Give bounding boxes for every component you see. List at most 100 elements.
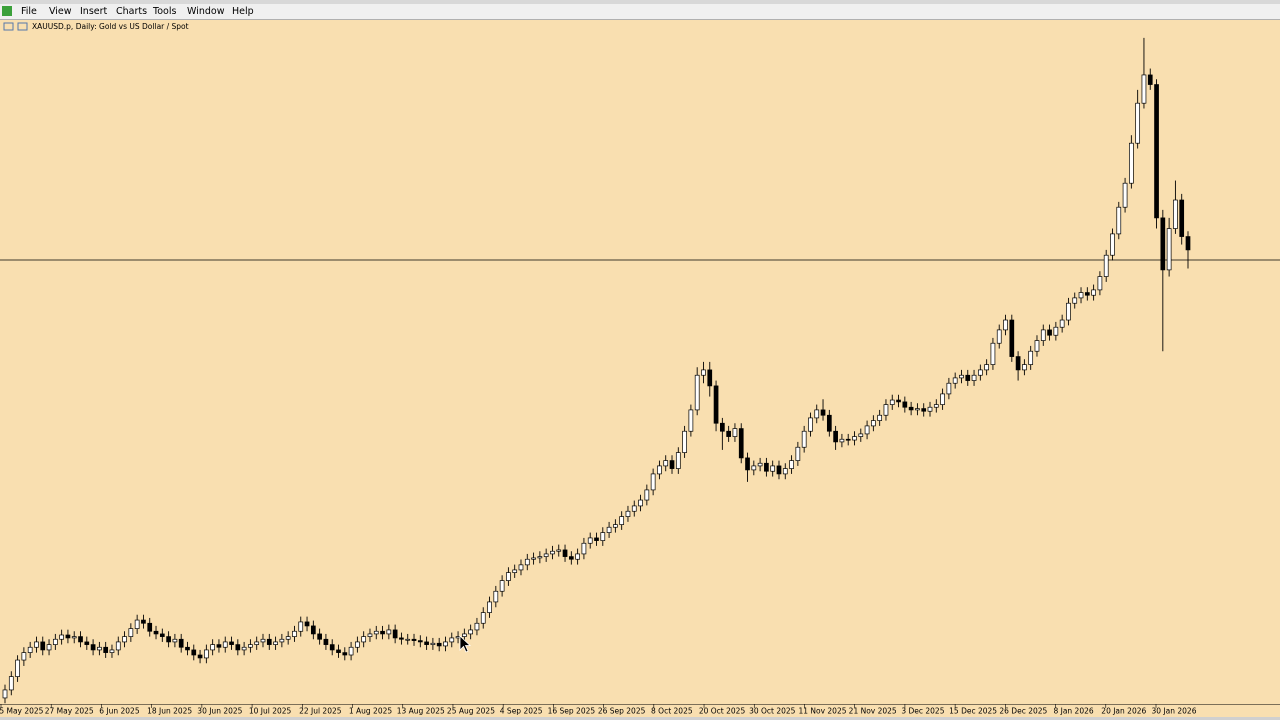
- candle-body: [990, 342, 996, 365]
- candle-body: [977, 369, 983, 376]
- candle-body: [329, 644, 335, 651]
- candle-body: [122, 636, 127, 643]
- candle-body: [430, 642, 436, 645]
- candle-body: [222, 641, 228, 648]
- candle-body: [134, 619, 140, 629]
- candle-body: [606, 526, 612, 533]
- candle-body: [424, 641, 429, 645]
- candle-body: [732, 428, 738, 437]
- candle-body: [241, 646, 247, 651]
- candle-body: [141, 619, 146, 624]
- candle-body: [1040, 329, 1046, 341]
- candle-body: [392, 629, 398, 639]
- menu-item[interactable]: Help: [232, 6, 254, 17]
- candle-body: [197, 654, 203, 659]
- candle-body: [682, 430, 687, 453]
- candle-body: [1129, 142, 1134, 184]
- candle-body: [1160, 217, 1166, 271]
- candle-body: [1034, 340, 1040, 352]
- candle-body: [663, 460, 669, 467]
- x-tick-label: 8 Jan 2026: [1053, 707, 1093, 716]
- menu-item[interactable]: File: [21, 6, 37, 17]
- x-tick-label: 22 Jul 2025: [299, 707, 342, 716]
- candle-body: [669, 460, 675, 469]
- candle-body: [417, 640, 423, 643]
- candle-body: [820, 409, 826, 416]
- candle-body: [399, 637, 404, 640]
- candle-body: [493, 590, 499, 603]
- x-tick-label: 21 Nov 2025: [849, 707, 897, 716]
- candle-body: [1028, 350, 1034, 365]
- candle-body: [273, 641, 278, 645]
- candle-body: [795, 446, 801, 461]
- candle-body: [896, 399, 901, 403]
- candle-body: [260, 638, 266, 643]
- candle-body: [789, 460, 794, 469]
- candle-body: [367, 633, 373, 637]
- x-tick-label: 26 Sep 2025: [598, 707, 646, 716]
- chart-icon: [3, 22, 14, 31]
- candle-body: [487, 601, 492, 613]
- candle-body: [946, 382, 952, 395]
- candle-body: [21, 652, 27, 661]
- candle-body: [694, 374, 700, 411]
- candle-body: [833, 430, 838, 443]
- candle-body: [921, 408, 927, 412]
- candle-body: [996, 329, 1002, 344]
- candle-body: [480, 612, 486, 624]
- candle-body: [826, 414, 832, 432]
- menu-item[interactable]: View: [49, 6, 72, 17]
- candle-body: [292, 630, 297, 637]
- x-tick-label: 20 Oct 2025: [699, 707, 746, 716]
- candle-body: [657, 465, 662, 475]
- candle-body: [172, 638, 178, 643]
- candle-body: [738, 428, 744, 459]
- candle-body: [46, 644, 52, 651]
- candle-body: [625, 510, 631, 517]
- candle-body: [688, 409, 694, 432]
- candle-body: [839, 438, 845, 443]
- candle-body: [518, 564, 524, 571]
- candle-body: [336, 649, 341, 653]
- candle-body: [210, 644, 216, 651]
- candle-body: [1110, 233, 1115, 256]
- candle-body: [908, 406, 914, 411]
- candle-body: [713, 385, 719, 424]
- menu-bar: [0, 4, 1280, 19]
- candle-body: [304, 621, 310, 627]
- menu-item[interactable]: Insert: [80, 6, 108, 17]
- candle-body: [575, 553, 580, 560]
- candle-body: [814, 409, 820, 419]
- candle-body: [782, 468, 788, 475]
- x-tick-label: 27 May 2025: [45, 707, 94, 716]
- candle-body: [644, 489, 650, 501]
- candle-body: [15, 659, 20, 677]
- candle-body: [8, 676, 14, 691]
- x-tick-label: 30 Oct 2025: [749, 707, 796, 716]
- candle-body: [266, 638, 272, 645]
- candle-body: [248, 644, 253, 648]
- candle-body: [97, 646, 102, 651]
- candle-body: [1059, 319, 1065, 328]
- candle-body: [720, 422, 725, 432]
- candle-body: [707, 369, 713, 387]
- menu-item[interactable]: Charts: [116, 6, 147, 17]
- candle-body: [631, 505, 637, 512]
- candle-body: [166, 636, 171, 643]
- candle-body: [1015, 356, 1021, 371]
- candle-body: [726, 430, 731, 437]
- menu-item[interactable]: Window: [187, 6, 225, 17]
- candle-body: [1009, 319, 1015, 357]
- x-tick-label: 15 May 2025: [0, 707, 44, 716]
- candle-body: [59, 634, 64, 640]
- candle-body: [613, 524, 618, 528]
- menu-item[interactable]: Tools: [152, 6, 176, 17]
- chart-title: XAUUSD.p, Daily: Gold vs US Dollar / Spo…: [32, 22, 189, 31]
- candle-body: [1166, 228, 1172, 271]
- status-bar: [0, 717, 1280, 720]
- candle-body: [310, 625, 316, 635]
- candle-body: [115, 641, 121, 651]
- candle-body: [952, 377, 958, 384]
- candle-body: [581, 542, 587, 555]
- x-tick-label: 10 Jul 2025: [249, 707, 292, 716]
